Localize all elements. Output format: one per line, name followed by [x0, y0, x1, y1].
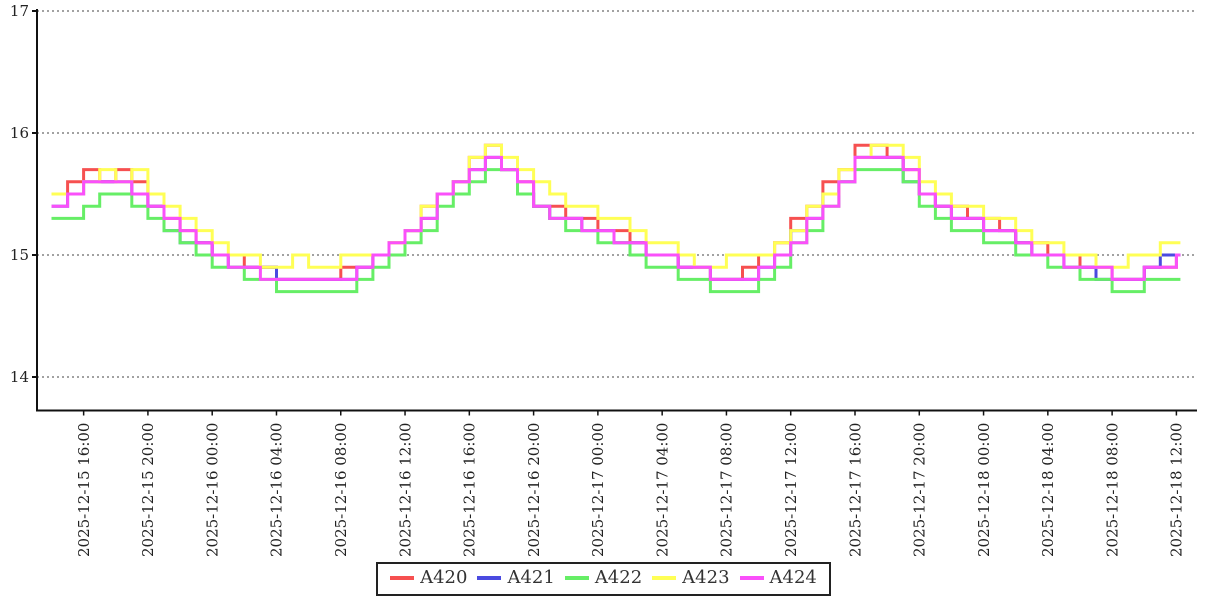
legend-label-a423: A423 — [682, 567, 730, 588]
legend-item-a420: A420 — [390, 567, 467, 589]
x-tick-label: 2025-12-17 04:00 — [653, 423, 671, 557]
legend: A420 A421 A422 A423 A424 — [0, 562, 1207, 596]
x-tick-label: 2025-12-16 08:00 — [332, 423, 350, 557]
y-tick-label: 16 — [10, 124, 29, 142]
legend-label-a421: A421 — [507, 567, 555, 588]
x-tick-label: 2025-12-17 12:00 — [782, 423, 800, 557]
legend-label-a424: A424 — [769, 567, 817, 588]
x-tick-label: 2025-12-18 12:00 — [1168, 423, 1186, 557]
chart-plot-area: 14 15 16 17 2025-12-15 16:00 2025-12-15 20:00… — [10, 2, 1197, 557]
series-A424-line — [51, 155, 1181, 281]
legend-swatch-a422 — [564, 576, 589, 580]
x-tick-label: 2025-12-17 00:00 — [589, 423, 607, 557]
axes — [36, 9, 1197, 412]
x-tick-label: 2025-12-17 08:00 — [718, 423, 736, 557]
legend-label-a420: A420 — [420, 567, 468, 588]
series-A420-line — [51, 143, 1181, 281]
legend-box: A420 A421 A422 A423 A424 — [376, 562, 831, 596]
y-tick-label: 15 — [10, 246, 29, 264]
x-tick-label: 2025-12-15 20:00 — [139, 423, 157, 557]
series-A423-line — [51, 143, 1181, 269]
legend-item-a424: A424 — [739, 567, 817, 589]
legend-swatch-a424 — [739, 576, 764, 580]
x-tick-label: 2025-12-16 16:00 — [461, 423, 479, 557]
x-tick-label: 2025-12-16 04:00 — [268, 423, 286, 557]
legend-swatch-a421 — [477, 576, 502, 580]
legend-item-a421: A421 — [477, 567, 555, 589]
legend-item-a423: A423 — [652, 567, 730, 589]
x-tick-label: 2025-12-16 00:00 — [203, 423, 221, 557]
legend-swatch-a423 — [652, 576, 677, 580]
legend-item-a422: A422 — [564, 567, 643, 589]
x-tick-label: 2025-12-16 20:00 — [525, 423, 543, 557]
y-tick-label: 14 — [10, 368, 29, 386]
x-tick-label: 2025-12-18 00:00 — [975, 423, 993, 557]
y-tick-label: 17 — [10, 2, 29, 20]
x-tick-label: 2025-12-17 16:00 — [846, 423, 864, 557]
x-tick-label: 2025-12-15 16:00 — [75, 423, 93, 557]
legend-swatch-a420 — [390, 576, 415, 580]
x-tick-label: 2025-12-18 08:00 — [1103, 423, 1121, 557]
legend-label-a422: A422 — [594, 567, 643, 588]
x-tick-label: 2025-12-18 04:00 — [1039, 423, 1057, 557]
x-tick-label: 2025-12-17 20:00 — [911, 423, 929, 557]
x-tick-label: 2025-12-16 12:00 — [396, 423, 414, 557]
